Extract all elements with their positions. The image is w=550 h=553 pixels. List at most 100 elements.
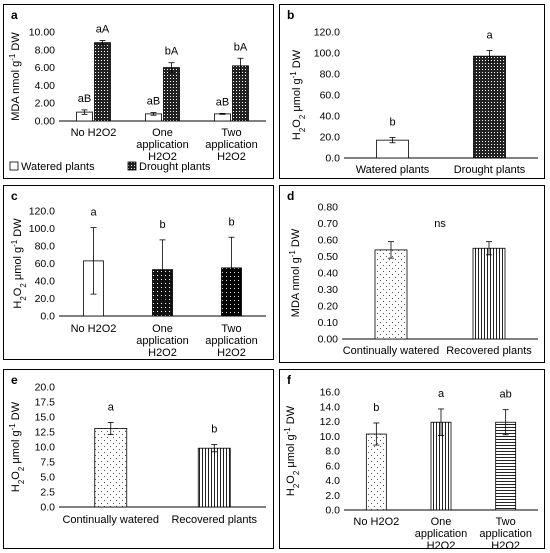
y-axis-label: H2O2 μmol g-1 DW — [289, 49, 307, 140]
panel-e: e 0.0 2.5 5.0 7.5 10.0 12.5 15.0 17.5 20.0 H2O2 μm… — [3, 369, 274, 549]
chart-b: b 0.0 20.0 40.0 60.0 80.0 100.0 120.0 H2O2 μmol … — [287, 8, 538, 176]
y-tick-label: 12.5 — [35, 427, 56, 439]
y-tick-label: 0.80 — [318, 202, 339, 214]
y-tick-label: 100.0 — [29, 223, 55, 235]
y-tick-label: 80.0 — [320, 69, 341, 81]
y-tick-label: 0.0 — [325, 505, 340, 517]
chart-a: a 0.00 2.00 4.00 6.00 8.00 10.00 MDA nmol g-1 D… — [8, 8, 266, 173]
y-tick-label: 0.40 — [318, 268, 339, 280]
y-tick-label: 4.0 — [325, 475, 340, 487]
bar — [232, 65, 249, 122]
y-tick-label: 20.0 — [35, 382, 56, 394]
y-tick-label: 60.0 — [35, 258, 56, 270]
significance-label: aB — [216, 96, 229, 108]
y-tick-label: 0.00 — [35, 116, 56, 128]
y-tick-label: 0.10 — [318, 317, 339, 329]
x-category-label: Recovered plants — [171, 514, 257, 526]
y-tick-label: 12.0 — [320, 416, 341, 428]
bar — [94, 428, 128, 508]
significance-label: bA — [234, 41, 248, 53]
legend-item: Drought plants — [127, 161, 211, 173]
panel-label: e — [11, 373, 18, 387]
y-tick-label: 7.5 — [40, 457, 55, 469]
y-axis-label: MDA nmol g-1 DW — [288, 228, 303, 317]
y-tick-label: 0.30 — [318, 284, 339, 296]
x-category-label: Watered plants — [356, 164, 430, 176]
significance-label: a — [438, 388, 445, 400]
significance-label: a — [486, 29, 493, 41]
significance-label: ab — [500, 389, 512, 401]
bar — [197, 447, 231, 508]
significance-label: aA — [96, 23, 110, 35]
x-category-label: No H2O2 — [71, 127, 117, 139]
bar — [473, 55, 506, 159]
y-axis-label: H2O2 μmol g-1 DW — [283, 405, 301, 496]
x-category-label: application — [479, 528, 532, 540]
y-tick-label: 40.0 — [320, 111, 341, 123]
y-tick-label: 5.0 — [40, 472, 55, 484]
x-category-label: H2O2 — [148, 347, 177, 359]
y-tick-label: 0.0 — [325, 153, 340, 165]
y-tick-label: 8.0 — [325, 446, 340, 458]
y-tick-label: 0.0 — [40, 311, 55, 323]
significance-label: b — [373, 402, 379, 414]
panel-label: a — [11, 8, 18, 22]
bar — [472, 247, 506, 340]
panel-b: b 0.0 20.0 40.0 60.0 80.0 100.0 120.0 H2O2 μmol … — [279, 4, 545, 179]
bar — [94, 42, 111, 122]
legend-label: Watered plants — [21, 161, 95, 173]
x-category-label: H2O2 — [427, 540, 456, 552]
y-tick-label: 0.0 — [40, 502, 55, 514]
y-tick-label: 10.0 — [35, 442, 56, 454]
panel-label: d — [287, 189, 294, 203]
panel-c: c 0.0 20.0 40.0 60.0 80.0 100.0 120.0 H2O2 μmol … — [3, 185, 274, 360]
y-tick-label: 120.0 — [314, 27, 340, 39]
x-category-label: H2O2 — [217, 347, 246, 359]
x-category-label: Two — [221, 127, 241, 139]
significance-label: b — [211, 424, 217, 436]
y-tick-label: 10.00 — [29, 27, 55, 39]
chart-d: d 0.00 0.10 0.20 0.30 0.40 0.50 0.60 0.70 0.80 MDA… — [287, 189, 538, 357]
panel-d: d 0.00 0.10 0.20 0.30 0.40 0.50 0.60 0.70 0.80 MDA… — [279, 185, 545, 363]
significance-label: b — [159, 219, 165, 231]
y-tick-label: 60.0 — [320, 90, 341, 102]
x-category-label: application — [205, 139, 258, 151]
significance-label: a — [108, 401, 115, 413]
y-tick-label: 0.50 — [318, 251, 339, 263]
x-category-label: Continually watered — [62, 514, 159, 526]
x-category-label: One — [431, 516, 452, 528]
x-category-label: Recovered plants — [446, 345, 532, 357]
bar — [495, 421, 517, 511]
x-category-label: H2O2 — [491, 540, 520, 552]
x-category-label: No H2O2 — [353, 516, 399, 528]
y-tick-label: 4.00 — [35, 80, 56, 92]
panel-label: c — [11, 189, 18, 203]
y-tick-label: 17.5 — [35, 397, 56, 409]
x-category-label: H2O2 — [217, 151, 246, 163]
y-tick-label: 6.00 — [35, 62, 56, 74]
significance-label: bA — [165, 46, 179, 58]
y-tick-label: 2.5 — [40, 487, 55, 499]
y-tick-label: 0.00 — [318, 334, 339, 346]
significance-label: a — [90, 207, 97, 219]
significance-label: aB — [147, 96, 160, 108]
x-category-label: application — [136, 335, 189, 347]
x-category-label: application — [415, 528, 468, 540]
y-tick-label: 80.0 — [35, 241, 56, 253]
y-tick-label: 20.0 — [35, 293, 56, 305]
y-tick-label: 15.0 — [35, 412, 56, 424]
legend-swatch — [9, 161, 19, 171]
y-tick-label: 20.0 — [320, 132, 341, 144]
panel-f: f 0.0 2.0 4.0 6.0 8.0 10.0 12.0 14.0 16.0 H2O2 μmo… — [279, 369, 545, 552]
significance-label: b — [228, 216, 234, 228]
y-tick-label: 14.0 — [320, 401, 341, 413]
bar — [214, 113, 231, 122]
y-tick-label: 0.20 — [318, 301, 339, 313]
ns-annotation: ns — [434, 218, 446, 230]
y-tick-label: 40.0 — [35, 276, 56, 288]
panel-label: f — [287, 373, 292, 387]
x-category-label: One — [152, 127, 173, 139]
x-category-label: Two — [496, 516, 516, 528]
x-category-label: Continually watered — [343, 345, 440, 357]
